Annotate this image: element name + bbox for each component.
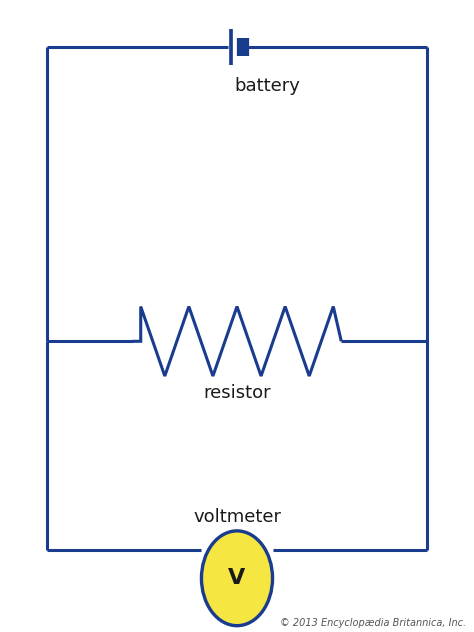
- Ellipse shape: [201, 531, 273, 626]
- Text: resistor: resistor: [203, 384, 271, 402]
- Text: V: V: [228, 568, 246, 588]
- Text: voltmeter: voltmeter: [193, 508, 281, 526]
- Text: battery: battery: [234, 77, 300, 95]
- Text: © 2013 Encyclopædia Britannica, Inc.: © 2013 Encyclopædia Britannica, Inc.: [280, 618, 466, 628]
